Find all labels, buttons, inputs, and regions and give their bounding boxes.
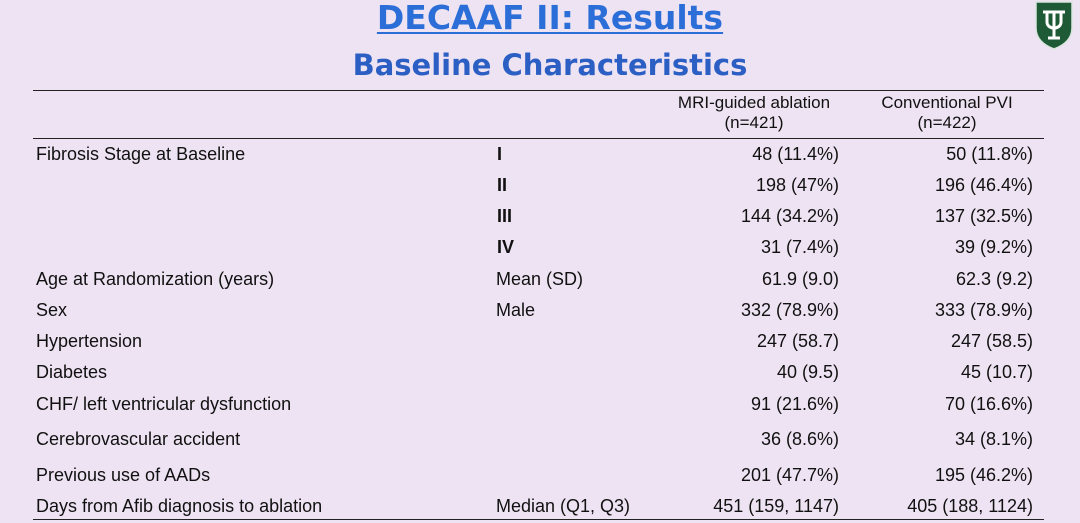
mri-value: 48 (11.4%) <box>752 144 839 164</box>
pvi-value: 137 (32.5%) <box>934 206 1033 226</box>
pvi-value: 39 (9.2%) <box>954 237 1033 257</box>
table-row: IV 31 (7.4%) 39 (9.2%) <box>0 235 1080 259</box>
row-label: Sex <box>36 300 68 320</box>
row-subgroup: IV <box>497 237 515 257</box>
mri-value: 144 (34.2%) <box>740 206 839 226</box>
mri-value: 36 (8.6%) <box>760 429 839 449</box>
row-label: Hypertension <box>36 331 143 351</box>
row-subgroup: II <box>497 175 508 195</box>
table-row: Sex Male 332 (78.9%) 333 (78.9%) <box>0 298 1080 322</box>
mri-value: 201 (47.7%) <box>740 465 839 485</box>
table-row: II 198 (47%) 196 (46.4%) <box>0 173 1080 197</box>
pvi-value: 50 (11.8%) <box>946 144 1033 164</box>
mri-value: 91 (21.6%) <box>750 394 839 414</box>
table-row: Diabetes 40 (9.5) 45 (10.7) <box>0 360 1080 384</box>
row-subgroup: Mean (SD) <box>496 269 584 289</box>
row-subgroup: Male <box>496 300 536 320</box>
mri-value: 198 (47%) <box>755 175 839 195</box>
column-header-pvi: Conventional PVI (n=422) <box>881 93 1013 132</box>
row-label: Cerebrovascular accident <box>36 429 241 449</box>
row-label: Days from Afib diagnosis to ablation <box>36 496 323 516</box>
pvi-value: 333 (78.9%) <box>934 300 1033 320</box>
tulane-shield-logo-icon <box>1035 1 1073 50</box>
mri-value: 40 (9.5) <box>776 362 839 382</box>
table-row: Days from Afib diagnosis to ablation Med… <box>0 494 1080 518</box>
row-label: Previous use of AADs <box>36 465 211 485</box>
mri-value: 247 (58.7) <box>756 331 839 351</box>
table-top-rule <box>33 90 1044 91</box>
table-bottom-rule <box>33 519 1044 520</box>
row-label: Fibrosis Stage at Baseline <box>36 144 246 164</box>
column-header-mri: MRI-guided ablation (n=421) <box>677 93 831 132</box>
row-label: Age at Randomization (years) <box>36 269 275 289</box>
table-row: CHF/ left ventricular dysfunction 91 (21… <box>0 392 1080 416</box>
slide-subtitle: Baseline Characteristics <box>352 48 748 82</box>
pvi-value: 34 (8.1%) <box>954 429 1033 449</box>
pvi-value: 195 (46.2%) <box>934 465 1033 485</box>
mri-value: 31 (7.4%) <box>760 237 839 257</box>
table-row: Fibrosis Stage at Baseline I 48 (11.4%) … <box>0 142 1080 166</box>
mri-value: 332 (78.9%) <box>740 300 839 320</box>
table-header-rule <box>33 138 1044 139</box>
table-row: Hypertension 247 (58.7) 247 (58.5) <box>0 329 1080 353</box>
table-row: III 144 (34.2%) 137 (32.5%) <box>0 204 1080 228</box>
pvi-value: 70 (16.6%) <box>944 394 1033 414</box>
pvi-value: 405 (188, 1124) <box>907 496 1033 516</box>
table-row: Previous use of AADs 201 (47.7%) 195 (46… <box>0 463 1080 487</box>
mri-value: 451 (159, 1147) <box>713 496 839 516</box>
row-label: CHF/ left ventricular dysfunction <box>36 394 292 414</box>
table-row: Cerebrovascular accident 36 (8.6%) 34 (8… <box>0 427 1080 451</box>
row-subgroup: III <box>497 206 513 226</box>
row-label: Diabetes <box>36 362 108 382</box>
row-subgroup: Median (Q1, Q3) <box>496 496 631 516</box>
pvi-value: 62.3 (9.2) <box>955 269 1033 289</box>
pvi-value: 247 (58.5) <box>950 331 1033 351</box>
table-row: Age at Randomization (years) Mean (SD) 6… <box>0 267 1080 291</box>
slide-title: DECAAF II: Results <box>376 0 724 37</box>
mri-value: 61.9 (9.0) <box>761 269 839 289</box>
pvi-value: 196 (46.4%) <box>934 175 1033 195</box>
pvi-value: 45 (10.7) <box>960 362 1033 382</box>
row-subgroup: I <box>497 144 503 164</box>
